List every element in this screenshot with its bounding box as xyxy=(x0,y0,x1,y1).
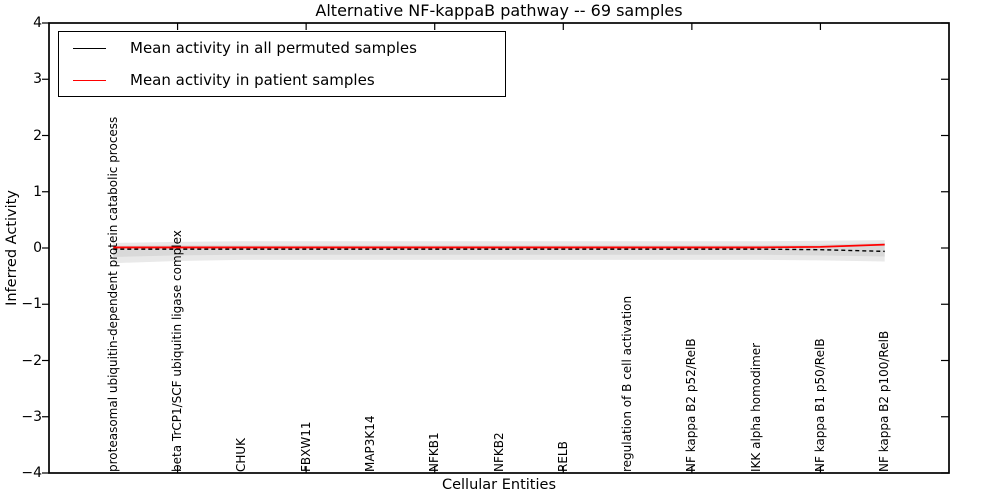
y-tick-label: −3 xyxy=(21,408,42,425)
y-tick-label: 1 xyxy=(33,183,42,200)
legend-label-patient: Mean activity in patient samples xyxy=(130,70,375,89)
y-tick-label: −4 xyxy=(21,465,42,481)
permuted-line-sample xyxy=(73,47,106,49)
patient-line-sample xyxy=(73,79,106,81)
series-line-patient xyxy=(113,243,885,249)
legend-entry-permuted: Mean activity in all permuted samples xyxy=(59,33,505,63)
legend: Mean activity in all permuted samples Me… xyxy=(58,31,506,97)
y-tick-label: 4 xyxy=(33,15,42,31)
chart-title: Alternative NF-kappaB pathway -- 69 samp… xyxy=(315,1,683,20)
x-axis-title: Cellular Entities xyxy=(441,477,557,493)
legend-entry-patient: Mean activity in patient samples xyxy=(59,65,505,95)
series-line-permuted xyxy=(113,248,885,253)
y-tick-label: 2 xyxy=(33,127,42,144)
permuted-spread-inner xyxy=(113,242,885,257)
y-axis-title: Inferred Activity xyxy=(4,190,20,306)
y-tick-label: −2 xyxy=(21,352,42,369)
y-tick-label: −1 xyxy=(21,296,42,313)
legend-label-permuted: Mean activity in all permuted samples xyxy=(130,38,417,57)
y-tick-label: 3 xyxy=(33,71,42,88)
y-tick-label: 0 xyxy=(33,240,42,256)
